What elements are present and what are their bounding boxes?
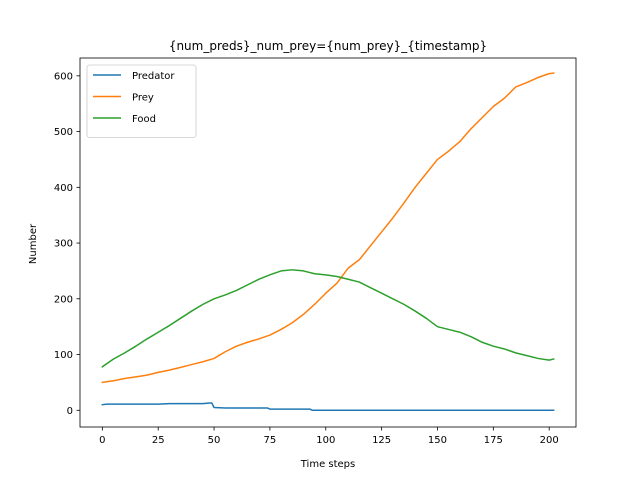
x-tick-label: 100 (316, 435, 335, 446)
y-tick-label: 500 (54, 127, 73, 138)
x-tick-label: 125 (372, 435, 391, 446)
legend-label-food: Food (132, 114, 156, 125)
legend-box (86, 64, 197, 138)
y-tick-label: 200 (54, 294, 73, 305)
legend-label-predator: Predator (132, 71, 175, 82)
y-tick-label: 0 (67, 406, 73, 417)
x-tick-label: 50 (208, 435, 221, 446)
chart-title: {num_preds}_num_prey={num_prey}_{timesta… (169, 39, 487, 53)
series-line-food (101, 269, 555, 368)
x-tick-label: 175 (484, 435, 503, 446)
x-tick-label: 0 (99, 435, 105, 446)
y-tick-label: 400 (54, 183, 73, 194)
y-tick-label: 100 (54, 350, 73, 361)
x-tick-label: 25 (152, 435, 165, 446)
x-tick-label: 200 (540, 435, 559, 446)
x-tick-label: 150 (428, 435, 447, 446)
y-axis-label: Number (28, 223, 39, 264)
x-tick-label: 75 (264, 435, 277, 446)
y-tick-label: 600 (54, 71, 73, 82)
plot-area (101, 72, 555, 412)
y-tick-label: 300 (54, 239, 73, 250)
legend-label-prey: Prey (132, 93, 154, 104)
series-line-prey (101, 72, 555, 384)
x-axis-label: Time steps (300, 459, 356, 470)
axes-frame (79, 57, 577, 428)
series-line-predator (101, 402, 555, 412)
legend: Predator Prey Food (86, 64, 197, 138)
axes: 0 25 50 75 100 125 150 175 200 0 100 200 300 400 500 60… (54, 57, 577, 446)
